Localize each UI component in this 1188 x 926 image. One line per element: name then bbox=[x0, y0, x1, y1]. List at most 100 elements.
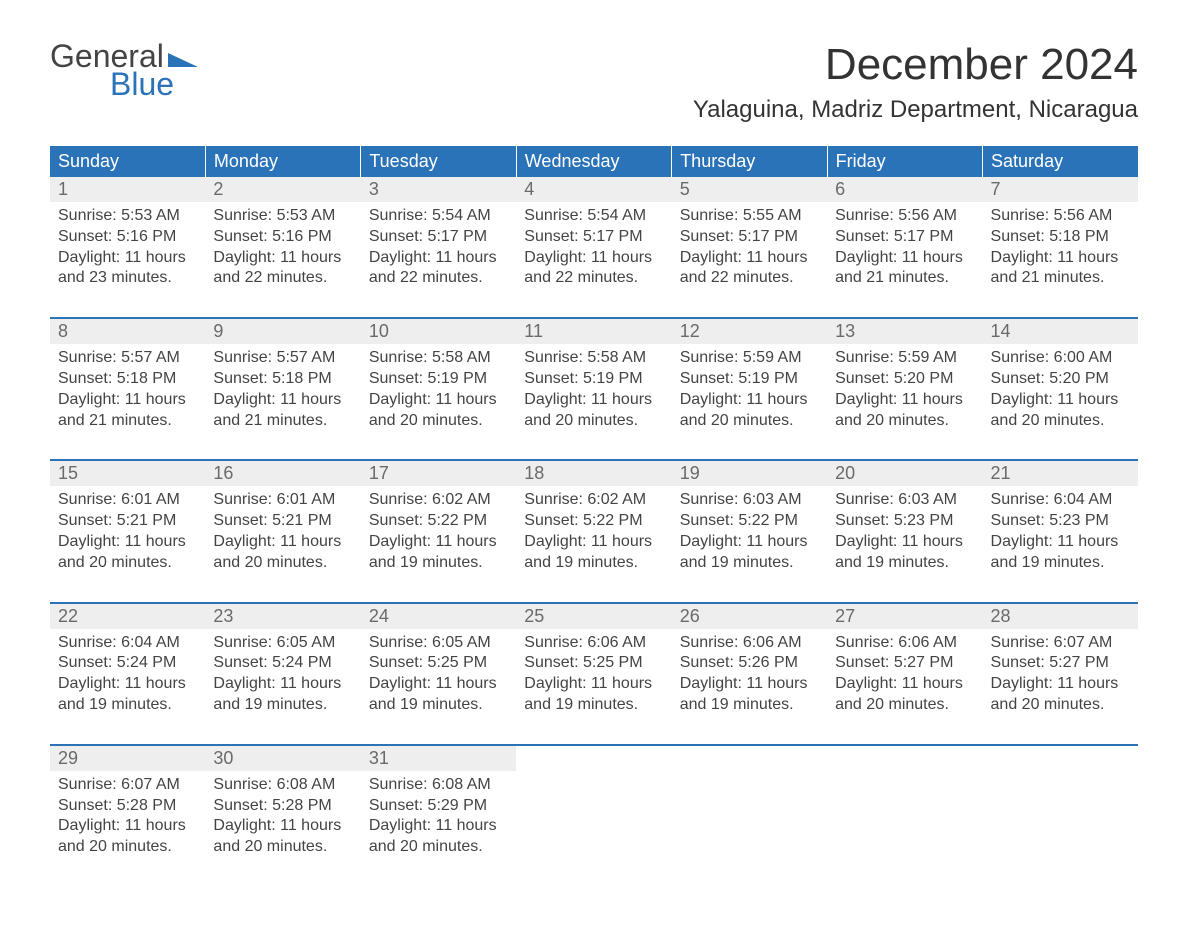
day-number-cell bbox=[516, 746, 671, 771]
sunset-line: Sunset: 5:19 PM bbox=[680, 369, 819, 390]
sunset-line: Sunset: 5:18 PM bbox=[213, 369, 352, 390]
daylight-line-1: Daylight: 11 hours bbox=[58, 816, 197, 837]
sunrise-line: Sunrise: 5:57 AM bbox=[213, 348, 352, 369]
daylight-line-2: and 21 minutes. bbox=[991, 268, 1130, 289]
day-body-cell bbox=[983, 771, 1138, 886]
daylight-line-1: Daylight: 11 hours bbox=[524, 674, 663, 695]
sunset-line: Sunset: 5:17 PM bbox=[835, 227, 974, 248]
daylight-line-1: Daylight: 11 hours bbox=[213, 532, 352, 553]
day-body-cell: Sunrise: 6:01 AMSunset: 5:21 PMDaylight:… bbox=[50, 486, 205, 602]
day-body-cell: Sunrise: 5:57 AMSunset: 5:18 PMDaylight:… bbox=[50, 344, 205, 460]
sunset-line: Sunset: 5:26 PM bbox=[680, 653, 819, 674]
daylight-line-1: Daylight: 11 hours bbox=[369, 816, 508, 837]
day-number-cell: 27 bbox=[827, 604, 982, 629]
daylight-line-1: Daylight: 11 hours bbox=[991, 248, 1130, 269]
day-number-cell: 10 bbox=[361, 319, 516, 344]
daylight-line-2: and 20 minutes. bbox=[991, 411, 1130, 432]
sunrise-line: Sunrise: 6:05 AM bbox=[369, 633, 508, 654]
sunset-line: Sunset: 5:27 PM bbox=[991, 653, 1130, 674]
sunrise-line: Sunrise: 6:02 AM bbox=[369, 490, 508, 511]
sunrise-line: Sunrise: 6:01 AM bbox=[58, 490, 197, 511]
day-body-row: Sunrise: 6:01 AMSunset: 5:21 PMDaylight:… bbox=[50, 486, 1138, 602]
day-number-cell: 8 bbox=[50, 319, 205, 344]
sunset-line: Sunset: 5:22 PM bbox=[680, 511, 819, 532]
day-of-week-header: Saturday bbox=[983, 146, 1138, 177]
day-body-cell: Sunrise: 5:59 AMSunset: 5:20 PMDaylight:… bbox=[827, 344, 982, 460]
sunrise-line: Sunrise: 6:00 AM bbox=[991, 348, 1130, 369]
daylight-line-2: and 20 minutes. bbox=[58, 837, 197, 858]
daylight-line-1: Daylight: 11 hours bbox=[58, 532, 197, 553]
day-body-cell: Sunrise: 6:04 AMSunset: 5:24 PMDaylight:… bbox=[50, 629, 205, 745]
sunset-line: Sunset: 5:20 PM bbox=[991, 369, 1130, 390]
sunrise-line: Sunrise: 5:59 AM bbox=[680, 348, 819, 369]
day-number-cell: 2 bbox=[205, 177, 360, 202]
day-number-cell: 21 bbox=[983, 461, 1138, 486]
sunset-line: Sunset: 5:19 PM bbox=[369, 369, 508, 390]
day-number-cell: 12 bbox=[672, 319, 827, 344]
sunrise-line: Sunrise: 6:08 AM bbox=[369, 775, 508, 796]
sunrise-line: Sunrise: 6:03 AM bbox=[835, 490, 974, 511]
day-number-cell: 22 bbox=[50, 604, 205, 629]
sunrise-line: Sunrise: 6:02 AM bbox=[524, 490, 663, 511]
day-number-cell: 15 bbox=[50, 461, 205, 486]
day-body-cell: Sunrise: 6:06 AMSunset: 5:25 PMDaylight:… bbox=[516, 629, 671, 745]
day-number-cell: 17 bbox=[361, 461, 516, 486]
daylight-line-1: Daylight: 11 hours bbox=[58, 248, 197, 269]
header: General Blue December 2024 Yalaguina, Ma… bbox=[50, 40, 1138, 138]
daylight-line-1: Daylight: 11 hours bbox=[991, 674, 1130, 695]
day-of-week-header: Wednesday bbox=[516, 146, 671, 177]
day-body-cell: Sunrise: 6:01 AMSunset: 5:21 PMDaylight:… bbox=[205, 486, 360, 602]
sunset-line: Sunset: 5:21 PM bbox=[213, 511, 352, 532]
day-of-week-header: Monday bbox=[205, 146, 360, 177]
daylight-line-2: and 20 minutes. bbox=[524, 411, 663, 432]
day-body-cell: Sunrise: 5:53 AMSunset: 5:16 PMDaylight:… bbox=[50, 202, 205, 318]
daylight-line-2: and 21 minutes. bbox=[58, 411, 197, 432]
daylight-line-2: and 22 minutes. bbox=[680, 268, 819, 289]
day-number-cell: 28 bbox=[983, 604, 1138, 629]
daylight-line-2: and 20 minutes. bbox=[369, 411, 508, 432]
sunrise-line: Sunrise: 6:06 AM bbox=[835, 633, 974, 654]
daylight-line-1: Daylight: 11 hours bbox=[369, 248, 508, 269]
sunset-line: Sunset: 5:24 PM bbox=[213, 653, 352, 674]
daylight-line-2: and 22 minutes. bbox=[213, 268, 352, 289]
sunrise-line: Sunrise: 6:05 AM bbox=[213, 633, 352, 654]
day-body-cell bbox=[672, 771, 827, 886]
daylight-line-2: and 19 minutes. bbox=[369, 695, 508, 716]
sunset-line: Sunset: 5:17 PM bbox=[524, 227, 663, 248]
daylight-line-2: and 19 minutes. bbox=[213, 695, 352, 716]
daylight-line-2: and 19 minutes. bbox=[680, 695, 819, 716]
day-body-cell: Sunrise: 6:05 AMSunset: 5:24 PMDaylight:… bbox=[205, 629, 360, 745]
sunset-line: Sunset: 5:20 PM bbox=[835, 369, 974, 390]
sunrise-line: Sunrise: 5:59 AM bbox=[835, 348, 974, 369]
daylight-line-2: and 20 minutes. bbox=[991, 695, 1130, 716]
sunset-line: Sunset: 5:16 PM bbox=[213, 227, 352, 248]
day-body-cell: Sunrise: 6:05 AMSunset: 5:25 PMDaylight:… bbox=[361, 629, 516, 745]
daylight-line-2: and 19 minutes. bbox=[58, 695, 197, 716]
day-body-cell: Sunrise: 6:08 AMSunset: 5:29 PMDaylight:… bbox=[361, 771, 516, 886]
daylight-line-1: Daylight: 11 hours bbox=[524, 248, 663, 269]
sunrise-line: Sunrise: 5:53 AM bbox=[58, 206, 197, 227]
day-body-cell: Sunrise: 6:08 AMSunset: 5:28 PMDaylight:… bbox=[205, 771, 360, 886]
day-body-row: Sunrise: 6:07 AMSunset: 5:28 PMDaylight:… bbox=[50, 771, 1138, 886]
calendar-table: SundayMondayTuesdayWednesdayThursdayFrid… bbox=[50, 146, 1138, 886]
sunset-line: Sunset: 5:16 PM bbox=[58, 227, 197, 248]
day-number-cell: 13 bbox=[827, 319, 982, 344]
sunset-line: Sunset: 5:22 PM bbox=[524, 511, 663, 532]
day-number-cell: 29 bbox=[50, 746, 205, 771]
sunrise-line: Sunrise: 6:06 AM bbox=[524, 633, 663, 654]
day-body-cell: Sunrise: 6:04 AMSunset: 5:23 PMDaylight:… bbox=[983, 486, 1138, 602]
day-number-cell: 3 bbox=[361, 177, 516, 202]
sunset-line: Sunset: 5:25 PM bbox=[524, 653, 663, 674]
daylight-line-1: Daylight: 11 hours bbox=[213, 248, 352, 269]
sunset-line: Sunset: 5:19 PM bbox=[524, 369, 663, 390]
sunset-line: Sunset: 5:18 PM bbox=[58, 369, 197, 390]
day-number-cell: 6 bbox=[827, 177, 982, 202]
sunset-line: Sunset: 5:23 PM bbox=[835, 511, 974, 532]
daylight-line-1: Daylight: 11 hours bbox=[680, 248, 819, 269]
day-number-cell: 18 bbox=[516, 461, 671, 486]
daylight-line-1: Daylight: 11 hours bbox=[213, 390, 352, 411]
daylight-line-2: and 21 minutes. bbox=[213, 411, 352, 432]
day-of-week-header: Sunday bbox=[50, 146, 205, 177]
day-number-cell: 30 bbox=[205, 746, 360, 771]
sunrise-line: Sunrise: 6:04 AM bbox=[991, 490, 1130, 511]
